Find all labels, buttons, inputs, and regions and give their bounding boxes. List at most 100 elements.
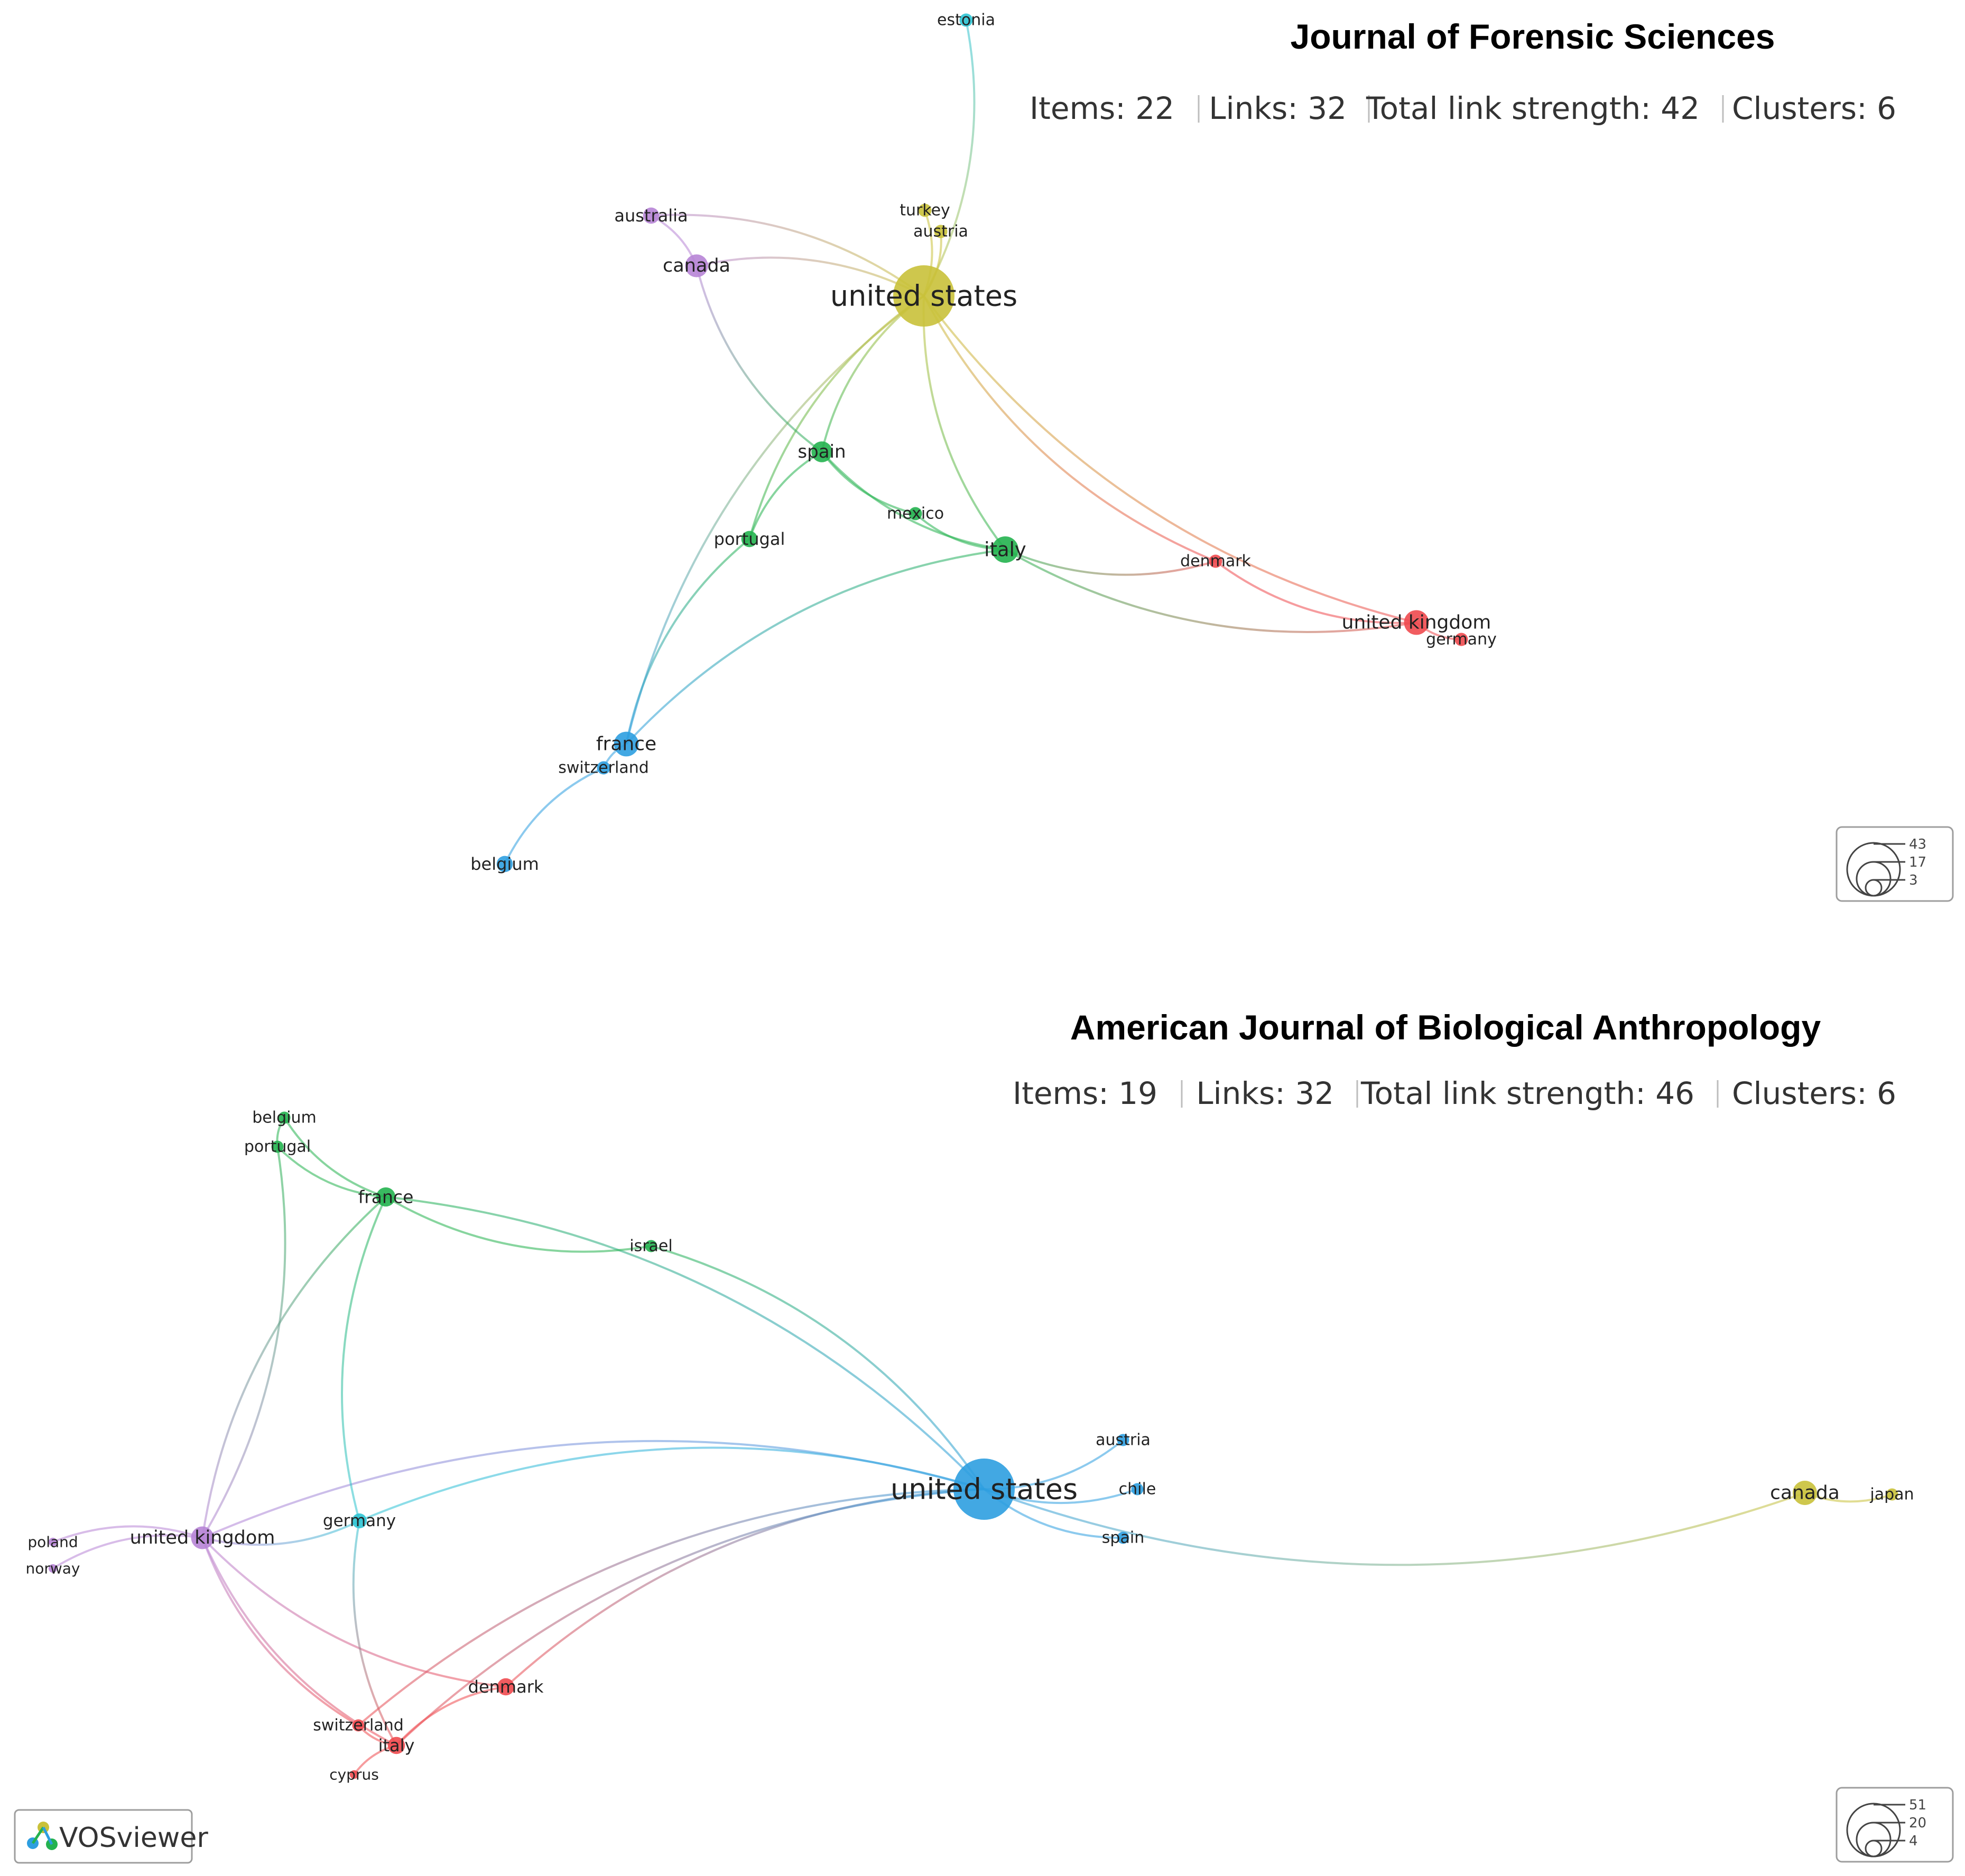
node-italy[interactable] [387,1736,405,1754]
node-mexico[interactable] [909,507,922,521]
link-france-united-kingdom[interactable] [201,1196,387,1538]
link-france-israel[interactable] [385,1196,652,1253]
node-label-turkey[interactable]: turkey [900,201,950,220]
node-spain[interactable] [1117,1531,1129,1544]
node-label-italy[interactable]: italy [378,1735,415,1756]
node-france[interactable] [376,1187,396,1207]
link-united-states-estonia[interactable] [923,20,976,296]
link-united-states-germany[interactable] [359,1446,985,1522]
size-legend[interactable]: 43 17 3 [1836,826,1954,902]
link-italy-denmark[interactable] [1005,549,1216,576]
node-austria[interactable] [1117,1434,1129,1446]
node-label-austria[interactable]: austria [1096,1431,1151,1450]
node-label-italy[interactable]: italy [984,538,1026,561]
link-united-kingdom-norway[interactable] [52,1534,203,1569]
link-united-states-switzerland[interactable] [357,1488,985,1726]
node-label-united-kingdom[interactable]: united kingdom [130,1527,275,1548]
node-label-united-states[interactable]: united states [891,1473,1078,1506]
node-label-japan[interactable]: japan [1869,1485,1914,1504]
node-label-france[interactable]: france [596,733,656,755]
node-united-states[interactable] [893,265,954,327]
link-denmark-united-kingdom[interactable] [1215,560,1417,624]
link-denmark-italy[interactable] [395,1686,506,1747]
node-poland[interactable] [48,1537,58,1547]
node-label-chile[interactable]: chile [1119,1480,1156,1499]
node-label-australia[interactable]: australia [614,206,688,226]
node-label-united-states[interactable]: united states [830,280,1017,313]
node-estonia[interactable] [959,13,973,27]
node-belgium[interactable] [278,1111,291,1124]
node-label-spain[interactable]: spain [1102,1529,1144,1547]
link-germany-italy[interactable] [352,1520,397,1746]
link-united-states-australia[interactable] [651,213,925,297]
node-germany[interactable] [1454,633,1468,646]
link-belgium-france[interactable] [283,1117,386,1198]
node-label-portugal[interactable]: portugal [714,529,785,549]
link-united-states-denmark[interactable] [923,295,1216,562]
link-spain-portugal[interactable] [748,451,823,540]
node-label-portugal[interactable]: portugal [244,1138,311,1156]
node-cyprus[interactable] [349,1770,359,1779]
node-label-germany[interactable]: germany [323,1511,396,1530]
node-denmark[interactable] [1209,554,1222,568]
node-label-israel[interactable]: israel [629,1237,672,1256]
node-label-mexico[interactable]: mexico [887,505,944,523]
link-united-kingdom-germany[interactable] [202,1520,360,1546]
node-united-states[interactable] [953,1459,1015,1520]
node-turkey[interactable] [918,203,932,217]
node-label-switzerland[interactable]: switzerland [558,759,649,777]
link-united-kingdom-portugal[interactable] [201,1146,286,1539]
node-japan[interactable] [1886,1488,1898,1501]
link-united-states-italy[interactable] [395,1488,985,1747]
link-switzerland-belgium[interactable] [504,767,604,865]
link-united-states-denmark[interactable] [505,1488,985,1688]
link-united-kingdom-poland[interactable] [52,1525,203,1543]
node-switzerland[interactable] [352,1719,365,1732]
link-canada-spain[interactable] [696,265,823,453]
link-portugal-france[interactable] [276,1146,386,1198]
node-canada[interactable] [1793,1481,1817,1505]
vosviewer-logo[interactable]: VOSviewer [14,1809,208,1864]
node-label-belgium[interactable]: belgium [470,854,539,874]
node-portugal[interactable] [741,531,758,547]
node-austria[interactable] [934,225,948,238]
link-united-states-canada[interactable] [984,1488,1805,1566]
link-united-kingdom-switzerland[interactable] [201,1537,359,1726]
link-united-states-united-kingdom[interactable] [923,295,1417,624]
node-label-poland[interactable]: poland [27,1534,78,1551]
link-united-states-portugal[interactable] [748,295,925,540]
node-israel[interactable] [645,1240,657,1252]
link-portugal-france[interactable] [625,538,750,745]
link-united-states-italy[interactable] [922,295,1006,551]
node-spain[interactable] [811,441,832,462]
node-label-spain[interactable]: spain [798,441,846,462]
node-australia[interactable] [643,207,660,224]
node-label-germany[interactable]: germany [1426,630,1497,649]
node-chile[interactable] [1131,1483,1144,1496]
node-label-united-kingdom[interactable]: united kingdom [1342,612,1491,634]
link-united-states-israel[interactable] [651,1245,985,1490]
link-italy-united-kingdom[interactable] [1005,549,1417,633]
node-label-canada[interactable]: canada [663,255,730,276]
link-united-states-canada[interactable] [696,256,924,297]
node-label-denmark[interactable]: denmark [1180,552,1251,571]
link-united-states-france[interactable] [625,295,925,745]
node-united-kingdom[interactable] [1404,610,1429,635]
size-legend[interactable]: 51 20 4 [1836,1787,1954,1863]
node-label-denmark[interactable]: denmark [468,1677,544,1697]
node-italy[interactable] [991,536,1019,563]
node-portugal[interactable] [271,1140,284,1153]
link-united-kingdom-denmark[interactable] [201,1537,506,1688]
node-canada[interactable] [685,254,708,277]
node-switzerland[interactable] [597,761,610,775]
link-italy-france[interactable] [625,549,1006,745]
link-united-states-france[interactable] [385,1196,985,1490]
node-germany[interactable] [351,1513,367,1529]
link-france-germany[interactable] [340,1196,387,1521]
node-norway[interactable] [48,1564,58,1573]
node-belgium[interactable] [496,856,513,872]
node-united-kingdom[interactable] [191,1526,214,1549]
node-label-austria[interactable]: austria [913,222,968,241]
node-label-norway[interactable]: norway [25,1560,80,1577]
node-france[interactable] [614,731,639,757]
